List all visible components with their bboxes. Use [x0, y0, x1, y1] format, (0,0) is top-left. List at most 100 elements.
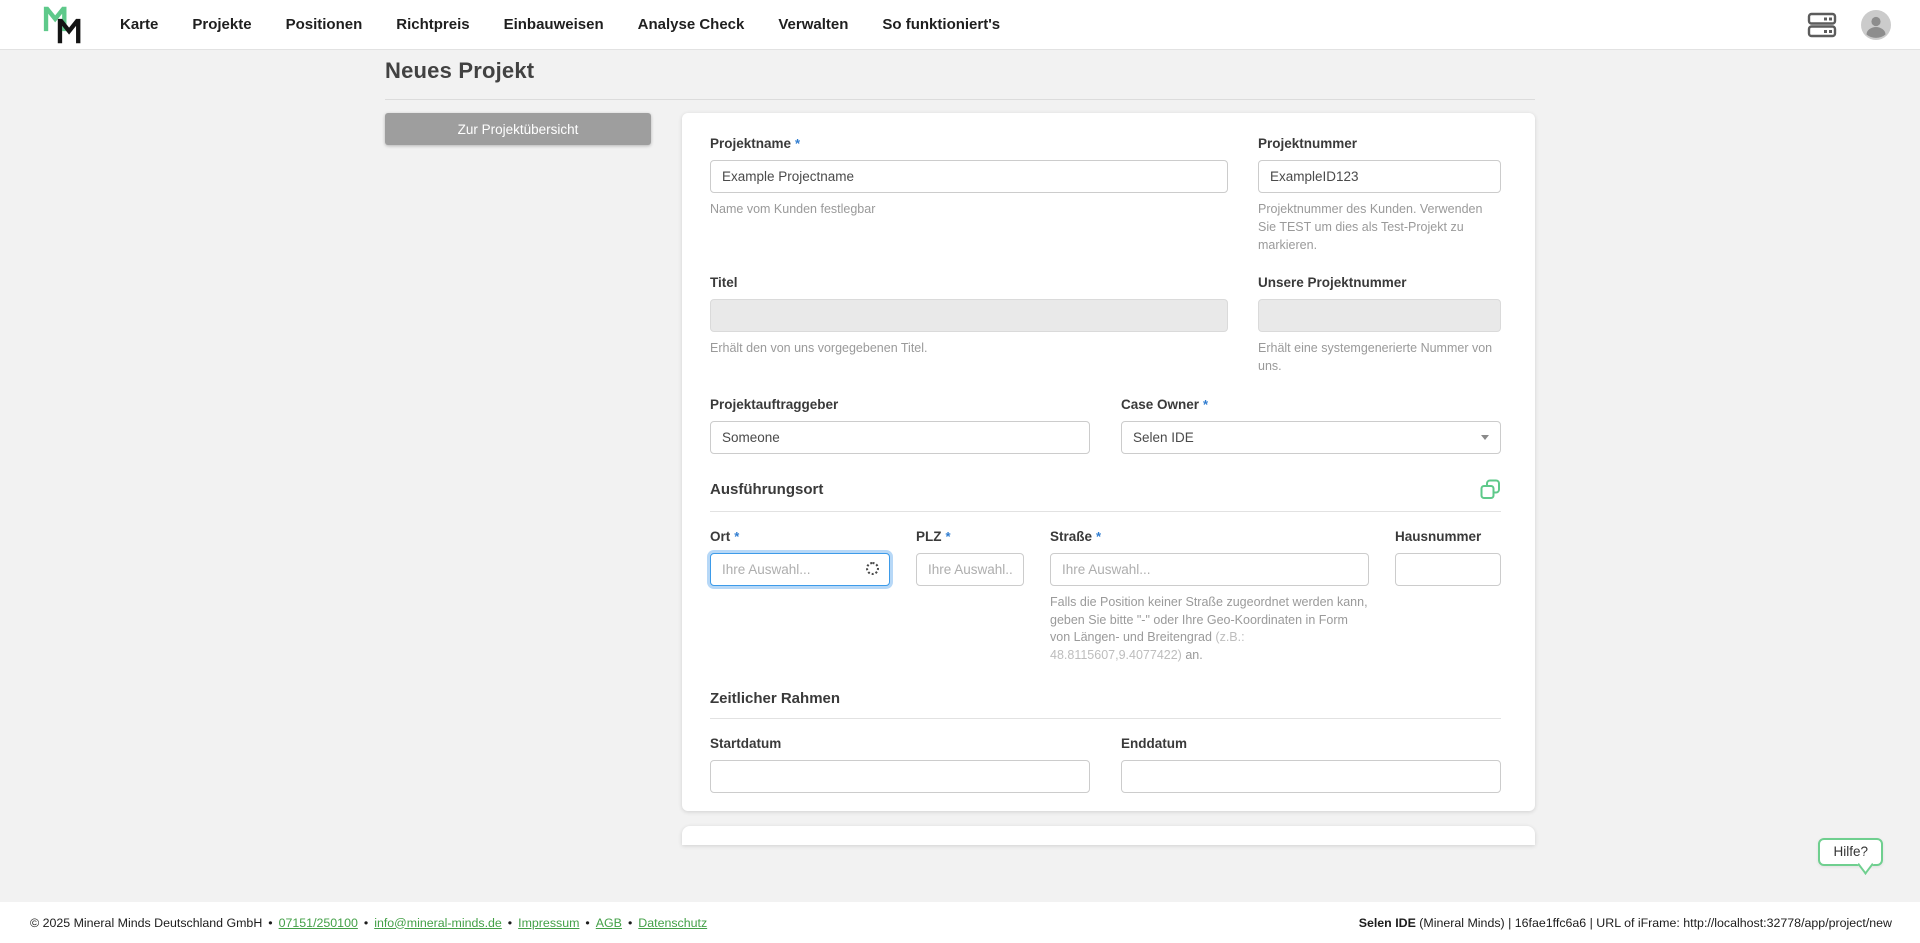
startdatum-label-text: Startdatum: [710, 735, 782, 751]
case-owner-label: Case Owner *: [1121, 396, 1501, 413]
projektname-helper: Name vom Kunden festlegbar: [710, 202, 876, 216]
nav-item-analyse-check[interactable]: Analyse Check: [637, 16, 745, 33]
footer-link-impressum[interactable]: Impressum: [518, 915, 580, 930]
nav-item-karte[interactable]: Karte: [120, 16, 159, 33]
help-button[interactable]: Hilfe?: [1818, 838, 1883, 866]
nav-item-verwalten[interactable]: Verwalten: [778, 16, 849, 33]
footer-session-info: Selen IDE (Mineral Minds) | 16fae1ffc6a6…: [1359, 916, 1892, 930]
footer-left: © 2025 Mineral Minds Deutschland GmbH • …: [30, 916, 707, 930]
copy-address-icon[interactable]: [1480, 479, 1501, 500]
projektname-label: Projektname *: [710, 135, 1228, 152]
ausfuehrungsort-section-header: Ausführungsort: [710, 479, 1501, 512]
unsere-projektnummer-label: Unsere Projektnummer: [1258, 274, 1501, 291]
footer-separator: •: [268, 915, 273, 930]
unsere-projektnummer-helper: Erhält eine systemgenerierte Nummer von …: [1258, 341, 1493, 373]
unsere-projektnummer-label-text: Unsere Projektnummer: [1258, 275, 1407, 291]
case-owner-selected-value: Selen IDE: [1133, 429, 1194, 445]
footer-session-rest: (Mineral Minds) | 16fae1ffc6a6 | URL of …: [1415, 915, 1892, 930]
enddatum-label-text: Enddatum: [1121, 735, 1187, 751]
footer-separator: •: [363, 915, 369, 930]
required-asterisk: *: [1203, 396, 1209, 412]
hausnummer-label-text: Hausnummer: [1395, 528, 1482, 544]
projektnummer-field-group: Projektnummer Projektnummer des Kunden. …: [1258, 135, 1501, 254]
footer-session-user: Selen IDE: [1358, 915, 1416, 930]
next-card-partial: [682, 825, 1535, 845]
strasse-helper-suffix: an.: [1181, 648, 1203, 662]
loading-spinner-icon: [866, 562, 879, 576]
right-column: Projektname* Name vom Kunden festlegbar …: [682, 113, 1535, 845]
nav-item-so-funktionierts[interactable]: So funktioniert's: [882, 16, 1001, 33]
footer-link-agb[interactable]: AGB: [595, 915, 622, 930]
enddatum-label: Enddatum: [1121, 735, 1501, 752]
required-asterisk: *: [1096, 528, 1102, 544]
zeitlicher-rahmen-section-header: Zeitlicher Rahmen: [710, 690, 1501, 719]
startdatum-field-group: Startdatum: [710, 735, 1090, 793]
plz-input[interactable]: [916, 552, 1024, 586]
enddatum-field-group: Enddatum: [1121, 735, 1501, 793]
required-asterisk: *: [795, 136, 801, 151]
footer-link-datenschutz[interactable]: Datenschutz: [638, 915, 708, 930]
projektname-label-text: Projektname: [710, 136, 792, 151]
ausfuehrungsort-section-title: Ausführungsort: [710, 480, 824, 498]
strasse-label: Straße *: [1050, 528, 1369, 545]
case-owner-select[interactable]: Selen IDE: [1121, 420, 1501, 454]
nav-item-positionen[interactable]: Positionen: [285, 16, 363, 33]
main-content: Neues Projekt Zur Projektübersicht Proje…: [385, 0, 1535, 845]
footer-copyright: © 2025 Mineral Minds Deutschland GmbH: [30, 915, 263, 930]
mineral-minds-logo[interactable]: [40, 5, 86, 45]
main-nav: Karte Projekte Positionen Richtpreis Ein…: [120, 16, 1000, 33]
projektauftraggeber-input[interactable]: [710, 420, 1090, 454]
titel-field-group: Titel Erhält den von uns vorgegebenen Ti…: [710, 274, 1228, 376]
projektauftraggeber-label-text: Projektauftraggeber: [710, 396, 839, 412]
footer-link-phone[interactable]: 07151/250100: [278, 915, 358, 930]
plz-label: PLZ *: [916, 528, 1024, 545]
ort-input-wrap: [710, 552, 890, 586]
strasse-helper: Falls die Position keiner Straße zugeord…: [1050, 594, 1369, 665]
titel-helper: Erhält den von uns vorgegebenen Titel.: [710, 341, 928, 356]
projektname-input[interactable]: [710, 160, 1228, 193]
top-navbar: Karte Projekte Positionen Richtpreis Ein…: [0, 0, 1920, 50]
nav-item-richtpreis[interactable]: Richtpreis: [396, 16, 470, 33]
footer: © 2025 Mineral Minds Deutschland GmbH • …: [0, 902, 1920, 943]
ort-field-group: Ort *: [710, 528, 890, 665]
ort-input[interactable]: [710, 552, 890, 586]
enddatum-input[interactable]: [1121, 759, 1501, 793]
zeitlicher-rahmen-section-title: Zeitlicher Rahmen: [710, 689, 841, 707]
required-asterisk: *: [945, 528, 951, 544]
nav-item-einbauweisen[interactable]: Einbauweisen: [503, 16, 604, 33]
hausnummer-field-group: Hausnummer: [1395, 528, 1501, 665]
titel-label: Titel: [710, 274, 1228, 291]
projektnummer-helper: Projektnummer des Kunden. Verwenden Sie …: [1258, 202, 1483, 252]
title-divider: [385, 99, 1535, 100]
projektauftraggeber-label: Projektauftraggeber: [710, 396, 1090, 413]
chevron-down-icon: [1481, 435, 1489, 441]
projektname-field-group: Projektname* Name vom Kunden festlegbar: [710, 135, 1228, 254]
strasse-helper-example: (z.B.: 48.8115607,9.4077422): [1050, 630, 1245, 662]
titel-input: [710, 299, 1228, 333]
footer-link-email[interactable]: info@mineral-minds.de: [374, 915, 502, 930]
plz-field-group: PLZ *: [916, 528, 1024, 665]
projektnummer-input[interactable]: [1258, 160, 1501, 193]
unsere-projektnummer-input: [1258, 299, 1501, 333]
hausnummer-input[interactable]: [1395, 552, 1501, 586]
footer-separator: •: [627, 915, 633, 930]
strasse-field-group: Straße* Falls die Position keiner Straße…: [1050, 528, 1369, 665]
nav-item-projekte[interactable]: Projekte: [192, 16, 252, 33]
case-owner-label-text: Case Owner: [1121, 396, 1200, 412]
strasse-input[interactable]: [1050, 552, 1369, 586]
left-column: Zur Projektübersicht: [385, 113, 651, 145]
server-stack-icon[interactable]: [1806, 11, 1838, 39]
plz-label-text: PLZ: [916, 528, 942, 544]
ort-label: Ort *: [710, 528, 890, 545]
user-avatar[interactable]: [1860, 9, 1892, 41]
case-owner-field-group: Case Owner * Selen IDE: [1121, 396, 1501, 454]
startdatum-label: Startdatum: [710, 735, 1090, 752]
footer-separator: •: [507, 915, 513, 930]
new-project-form-card: Projektname* Name vom Kunden festlegbar …: [682, 113, 1535, 811]
ort-label-text: Ort: [710, 528, 731, 544]
projektnummer-label-text: Projektnummer: [1258, 136, 1358, 151]
startdatum-input[interactable]: [710, 759, 1090, 793]
required-asterisk: *: [734, 528, 740, 544]
strasse-helper-main: Falls die Position keiner Straße zugeord…: [1050, 594, 1368, 645]
back-to-project-overview-button[interactable]: Zur Projektübersicht: [385, 113, 651, 145]
